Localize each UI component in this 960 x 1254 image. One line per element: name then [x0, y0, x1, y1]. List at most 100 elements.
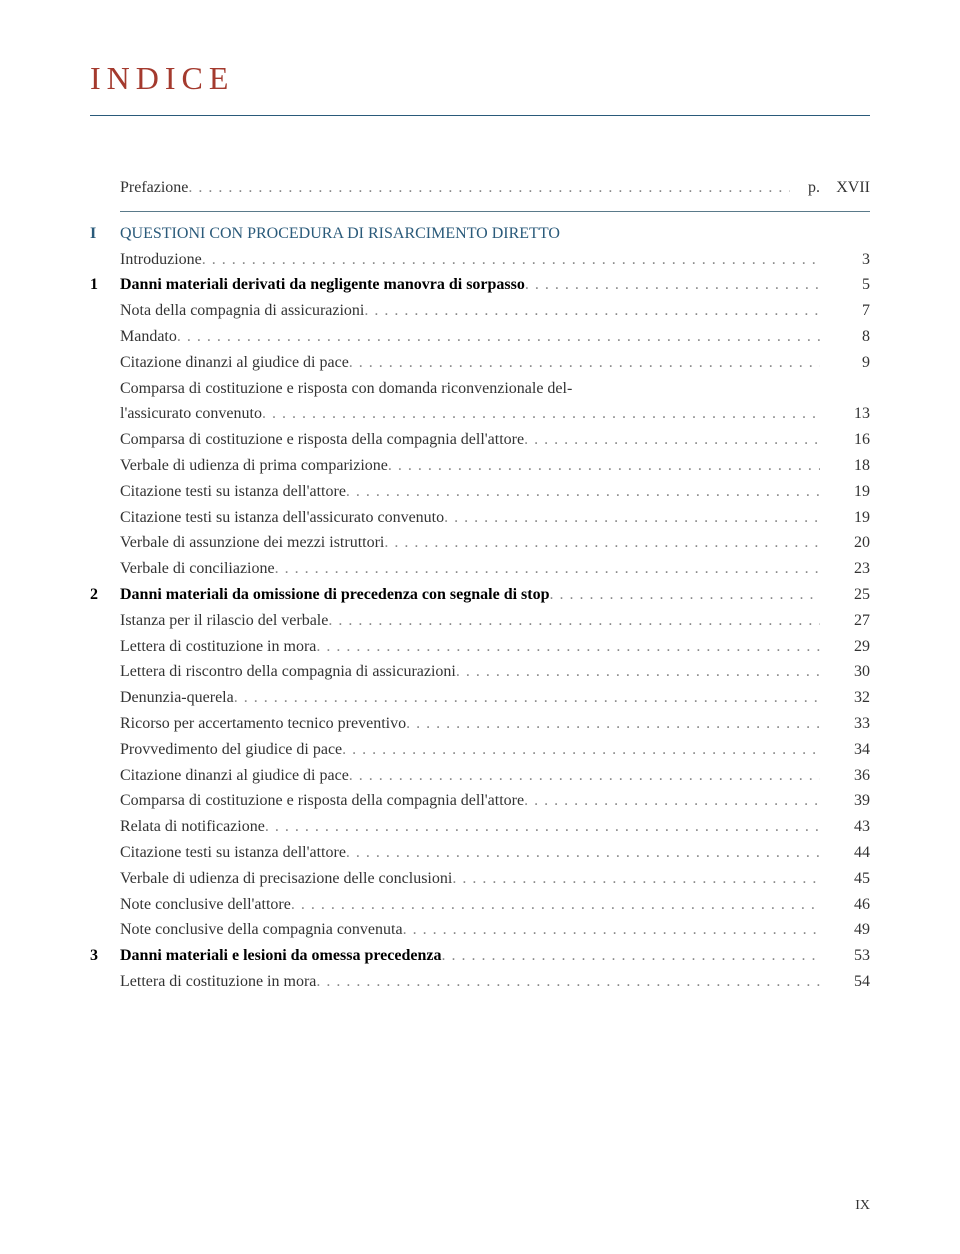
toc-entry-page: 32 — [820, 686, 870, 711]
toc-row: Verbale di udienza di prima comparizione… — [90, 454, 870, 479]
toc-row: Lettera di costituzione in mora29 — [90, 635, 870, 660]
toc-row: Lettera di costituzione in mora54 — [90, 970, 870, 995]
toc-entry-page: 34 — [820, 738, 870, 763]
toc-row: Provvedimento del giudice di pace34 — [90, 738, 870, 763]
toc-entry-page: 3 — [820, 248, 870, 273]
toc-entry-label: Lettera di costituzione in mora — [120, 970, 820, 995]
toc-entry-label: Lettera di costituzione in mora — [120, 635, 820, 660]
toc-page-prefix: p. — [790, 176, 820, 201]
toc-row: Relata di notificazione43 — [90, 815, 870, 840]
toc-row: Note conclusive della compagnia convenut… — [90, 918, 870, 943]
toc-row-prefazione: Prefazione p. XVII — [90, 176, 870, 201]
toc-entry-page: 33 — [820, 712, 870, 737]
toc-entry-page: 43 — [820, 815, 870, 840]
toc-entry-label: Verbale di assunzione dei mezzi istrutto… — [120, 531, 820, 556]
toc-entry-label: Mandato — [120, 325, 820, 350]
toc-entry-page: 45 — [820, 867, 870, 892]
toc-entry-page: 36 — [820, 764, 870, 789]
toc-entry-label: Danni materiali da omissione di preceden… — [120, 583, 820, 608]
toc-row: Verbale di udienza di precisazione delle… — [90, 867, 870, 892]
toc-entry-label: Citazione testi su istanza dell'attore — [120, 841, 820, 866]
toc-entry-label: Relata di notificazione — [120, 815, 820, 840]
toc-entry-page: 19 — [820, 506, 870, 531]
toc-entry-page: 27 — [820, 609, 870, 634]
toc-entry-label: Comparsa di costituzione e risposta dell… — [120, 428, 820, 453]
toc-row: Citazione dinanzi al giudice di pace9 — [90, 351, 870, 376]
toc-label: Prefazione — [120, 176, 790, 201]
toc-entry-label: Provvedimento del giudice di pace — [120, 738, 820, 763]
toc-row: 1Danni materiali derivati da negligente … — [90, 273, 870, 298]
toc-entry-label: Verbale di udienza di precisazione delle… — [120, 867, 820, 892]
toc-entry-label: l'assicurato convenuto — [120, 402, 820, 427]
toc-row: Citazione testi su istanza dell'attore19 — [90, 480, 870, 505]
toc-row: Istanza per il rilascio del verbale27 — [90, 609, 870, 634]
toc-entry-page: 5 — [820, 273, 870, 298]
toc-row: Nota della compagnia di assicurazioni7 — [90, 299, 870, 324]
toc-entry-label: Citazione testi su istanza dell'assicura… — [120, 506, 820, 531]
toc-row: l'assicurato convenuto13 — [90, 402, 870, 427]
title-rule — [90, 115, 870, 116]
toc-entry-label: Comparsa di costituzione e risposta dell… — [120, 789, 820, 814]
toc-entry-label: Istanza per il rilascio del verbale — [120, 609, 820, 634]
toc-entry-label: Note conclusive dell'attore — [120, 893, 820, 918]
toc-row: Introduzione3 — [90, 248, 870, 273]
toc-row: Mandato8 — [90, 325, 870, 350]
toc-entries: Introduzione31Danni materiali derivati d… — [90, 248, 870, 995]
toc-entry-label: Danni materiali derivati da negligente m… — [120, 273, 820, 298]
toc-row: Denunzia-querela32 — [90, 686, 870, 711]
toc-row: Verbale di conciliazione23 — [90, 557, 870, 582]
toc-row: Citazione dinanzi al giudice di pace36 — [90, 764, 870, 789]
toc-entry-page: 49 — [820, 918, 870, 943]
toc-entry-page: 30 — [820, 660, 870, 685]
toc-entry-label: Introduzione — [120, 248, 820, 273]
toc-entry-label: Citazione dinanzi al giudice di pace — [120, 351, 820, 376]
toc-row: Ricorso per accertamento tecnico prevent… — [90, 712, 870, 737]
toc-entry-page: 39 — [820, 789, 870, 814]
toc-entry-num: 2 — [90, 583, 120, 608]
toc-row: Citazione testi su istanza dell'attore44 — [90, 841, 870, 866]
toc-entry-page: 18 — [820, 454, 870, 479]
toc-entry-label: Danni materiali e lesioni da omessa prec… — [120, 944, 820, 969]
toc-entry-num: 3 — [90, 944, 120, 969]
toc-entry-page: 53 — [820, 944, 870, 969]
toc-entry-label: Citazione dinanzi al giudice di pace — [120, 764, 820, 789]
page-title: INDICE — [90, 60, 870, 97]
toc-entry-page: 7 — [820, 299, 870, 324]
toc-entry-label: Nota della compagnia di assicurazioni — [120, 299, 820, 324]
toc-entry-page: 19 — [820, 480, 870, 505]
toc-entry-label: Verbale di conciliazione — [120, 557, 820, 582]
toc-entry-label: Note conclusive della compagnia convenut… — [120, 918, 820, 943]
toc-entry-page: 25 — [820, 583, 870, 608]
toc-row: Note conclusive dell'attore46 — [90, 893, 870, 918]
toc-entry-label: Verbale di udienza di prima comparizione — [120, 454, 820, 479]
toc-entry-label: Lettera di riscontro della compagnia di … — [120, 660, 820, 685]
page-footer: IX — [855, 1198, 870, 1214]
toc-entry-page: 8 — [820, 325, 870, 350]
toc-entry-page: 20 — [820, 531, 870, 556]
toc-entry-label: Ricorso per accertamento tecnico prevent… — [120, 712, 820, 737]
toc-entry-page: 16 — [820, 428, 870, 453]
separator-rule — [120, 211, 870, 212]
toc-row: Lettera di riscontro della compagnia di … — [90, 660, 870, 685]
toc-row: Citazione testi su istanza dell'assicura… — [90, 506, 870, 531]
toc-section-label: QUESTIONI CON PROCEDURA DI RISARCIMENTO … — [120, 222, 820, 247]
toc-row: Comparsa di costituzione e risposta dell… — [90, 789, 870, 814]
toc-entry-page: 44 — [820, 841, 870, 866]
toc-entry-page: 13 — [820, 402, 870, 427]
toc-entry-page: 23 — [820, 557, 870, 582]
toc-row: Comparsa di costituzione e risposta dell… — [90, 428, 870, 453]
toc-entry-label: Citazione testi su istanza dell'attore — [120, 480, 820, 505]
toc-entry-page: 46 — [820, 893, 870, 918]
toc-row: 3Danni materiali e lesioni da omessa pre… — [90, 944, 870, 969]
toc-section-row: I QUESTIONI CON PROCEDURA DI RISARCIMENT… — [90, 222, 870, 247]
toc-entry-page: 9 — [820, 351, 870, 376]
toc-entry-page: 54 — [820, 970, 870, 995]
toc-entry-num: 1 — [90, 273, 120, 298]
table-of-contents: Prefazione p. XVII I QUESTIONI CON PROCE… — [90, 176, 870, 995]
toc-entry-label: Comparsa di costituzione e risposta con … — [120, 377, 820, 402]
toc-row: Comparsa di costituzione e risposta con … — [90, 377, 870, 402]
toc-section-num: I — [90, 222, 120, 247]
toc-row: Verbale di assunzione dei mezzi istrutto… — [90, 531, 870, 556]
toc-page: XVII — [820, 176, 870, 201]
toc-entry-page: 29 — [820, 635, 870, 660]
